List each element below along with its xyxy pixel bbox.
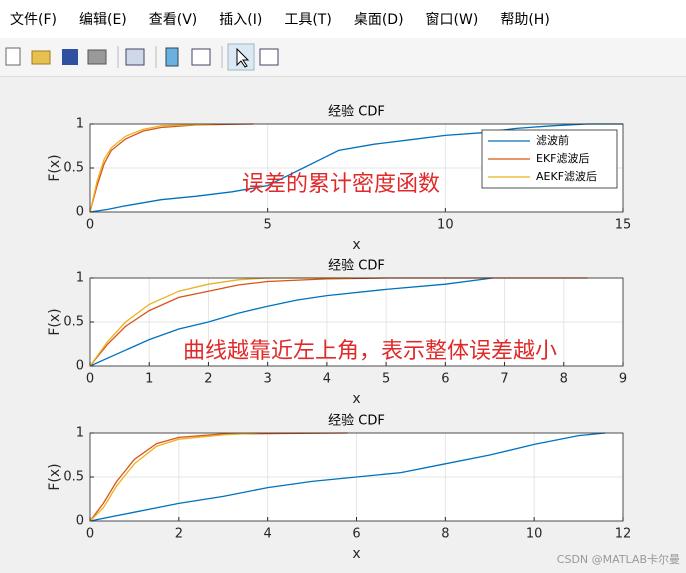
menu-item[interactable]: 编辑(E): [78, 12, 127, 28]
y-axis-label: F(x): [47, 463, 63, 490]
legend-label: EKF滤波后: [536, 152, 590, 165]
x-tick-label: 5: [382, 372, 390, 387]
legend-label: 滤波前: [536, 133, 569, 147]
x-tick-label: 3: [264, 372, 272, 387]
menu-item[interactable]: 桌面(D): [353, 12, 404, 28]
x-tick-label: 0: [86, 527, 94, 542]
toolbar: [0, 38, 686, 77]
chart-title: 经验 CDF: [328, 413, 385, 429]
axes-box: [89, 277, 624, 367]
x-tick-label: 10: [437, 218, 454, 233]
x-tick-label: 6: [441, 372, 449, 387]
legend-label: AEKF滤波后: [536, 170, 597, 183]
menu-item[interactable]: 窗口(W): [425, 12, 479, 28]
chart-title: 经验 CDF: [328, 258, 385, 274]
y-tick-label: 0: [76, 514, 84, 529]
annotation: 曲线越靠近左上角，表示整体误差越小: [183, 339, 557, 364]
menu-item[interactable]: 插入(I): [219, 12, 263, 28]
x-tick-label: 15: [615, 218, 632, 233]
menu-item[interactable]: 文件(F): [10, 12, 57, 28]
menu-item[interactable]: 工具(T): [284, 12, 332, 28]
toolbar-icons: [5, 43, 279, 71]
x-tick-label: 4: [264, 527, 272, 542]
axes-box: [89, 123, 624, 213]
cdf-line: [89, 123, 215, 213]
annotation: 误差的累计密度函数: [242, 172, 440, 197]
y-tick-label: 0.5: [63, 470, 84, 485]
chart-title: 经验 CDF: [328, 104, 385, 120]
x-axis-label: x: [352, 546, 360, 562]
cdf-line: [89, 432, 606, 522]
x-tick-label: 8: [441, 527, 449, 542]
y-axis-label: F(x): [47, 308, 63, 335]
y-tick-label: 0: [76, 205, 84, 220]
menu-item[interactable]: 查看(V): [148, 12, 198, 28]
cdf-line: [89, 277, 493, 367]
x-tick-label: 2: [204, 372, 212, 387]
y-axis-label: F(x): [47, 154, 63, 181]
cdf-line: [89, 432, 348, 522]
x-tick-label: 9: [619, 372, 627, 387]
x-tick-label: 1: [145, 372, 153, 387]
x-axis-label: x: [352, 237, 360, 253]
y-tick-label: 1: [76, 426, 84, 441]
y-tick-label: 0.5: [63, 161, 84, 176]
x-tick-label: 7: [500, 372, 508, 387]
x-tick-label: 5: [264, 218, 272, 233]
menu-item[interactable]: 帮助(H): [500, 12, 550, 28]
x-tick-label: 12: [615, 527, 632, 542]
y-tick-label: 0.5: [63, 315, 84, 330]
x-tick-label: 10: [526, 527, 543, 542]
menu-bar: 文件(F) 编辑(E) 查看(V) 插入(I) 工具(T) 桌面(D) 窗口(W) 帮助(H): [0, 0, 686, 38]
x-axis-label: x: [352, 391, 360, 407]
cdf-line: [89, 277, 351, 367]
y-tick-label: 1: [76, 117, 84, 132]
cdf-line: [89, 123, 254, 213]
x-tick-label: 4: [323, 372, 331, 387]
y-tick-label: 0: [76, 359, 84, 374]
y-tick-label: 1: [76, 271, 84, 286]
cdf-line: [89, 123, 623, 213]
watermark: CSDN @MATLAB卡尔曼: [557, 553, 680, 566]
cdf-line: [89, 432, 259, 522]
x-tick-label: 0: [86, 372, 94, 387]
x-tick-label: 8: [560, 372, 568, 387]
x-tick-label: 0: [86, 218, 94, 233]
x-tick-label: 2: [175, 527, 183, 542]
x-tick-label: 6: [352, 527, 360, 542]
axes-box: [89, 432, 624, 522]
